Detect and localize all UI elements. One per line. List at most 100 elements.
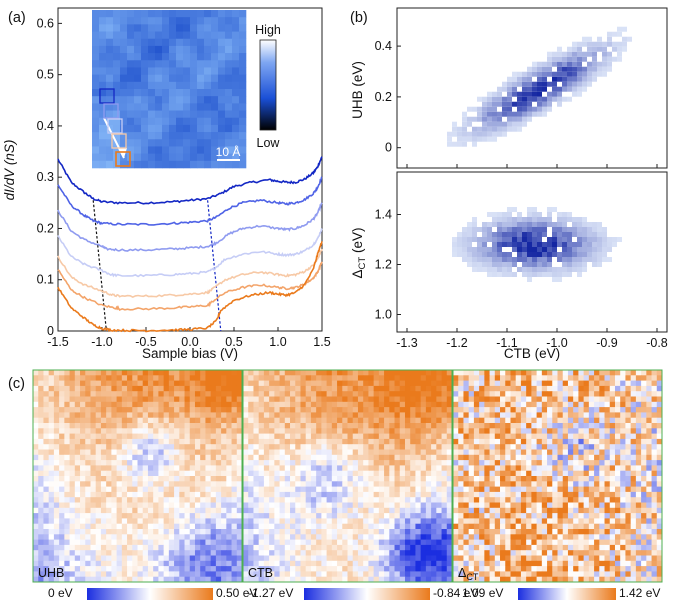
map-pixel: [153, 407, 159, 413]
map-pixel: [210, 401, 217, 408]
map-pixel: [243, 523, 249, 530]
map-pixel: [441, 470, 448, 477]
map-pixel: [373, 380, 380, 387]
map-pixel: [263, 481, 270, 487]
map-pixel: [489, 391, 496, 397]
histogram-bin: [527, 217, 532, 222]
map-pixel: [64, 454, 70, 461]
map-pixel: [399, 518, 406, 525]
map-pixel: [263, 486, 270, 493]
map-pixel: [609, 370, 616, 376]
map-pixel: [420, 454, 427, 461]
histogram-bin: [557, 51, 562, 57]
map-pixel: [153, 502, 159, 509]
map-pixel: [210, 571, 217, 578]
map-pixel: [436, 571, 442, 578]
map-pixel: [231, 396, 238, 403]
map-pixel: [43, 550, 50, 556]
map-pixel: [404, 576, 411, 583]
map-pixel: [468, 444, 475, 450]
map-pixel: [48, 491, 55, 498]
map-pixel: [153, 454, 159, 461]
map-pixel: [404, 566, 411, 572]
map-pixel: [258, 385, 265, 392]
stm-pixel: [239, 38, 247, 47]
map-pixel: [446, 433, 453, 440]
map-pixel: [410, 560, 416, 567]
map-pixel: [326, 444, 333, 450]
map-pixel: [179, 385, 185, 392]
map-pixel: [378, 481, 385, 487]
map-pixel: [100, 513, 107, 519]
map-pixel: [248, 428, 254, 434]
map-pixel: [342, 486, 348, 493]
map-pixel: [74, 438, 81, 445]
map-pixel: [221, 396, 227, 403]
histogram-bin: [592, 257, 597, 262]
map-pixel: [90, 544, 97, 551]
map-pixel: [210, 523, 217, 530]
map-pixel: [342, 470, 348, 477]
map-pixel: [258, 513, 265, 519]
map-pixel: [127, 465, 133, 472]
map-pixel: [100, 470, 107, 477]
histogram-bin: [572, 66, 577, 72]
map-pixel: [284, 497, 291, 503]
stm-pixel: [211, 103, 219, 111]
map-pixel: [137, 444, 144, 450]
map-pixel: [253, 486, 260, 493]
histogram-bin: [572, 71, 577, 77]
stm-pixel: [232, 17, 240, 25]
stm-pixel: [204, 81, 212, 90]
map-pixel: [215, 497, 222, 503]
map-pixel: [168, 507, 175, 514]
histogram-bin: [537, 81, 542, 87]
map-pixel: [127, 560, 133, 567]
map-pixel: [179, 391, 185, 397]
map-pixel: [111, 438, 118, 445]
map-pixel: [269, 486, 275, 493]
map-pixel: [137, 423, 144, 429]
stm-pixel: [106, 153, 114, 162]
map-pixel: [69, 444, 76, 450]
map-pixel: [599, 407, 605, 413]
map-pixel: [404, 481, 411, 487]
map-pixel: [64, 534, 70, 540]
map-pixel: [404, 518, 411, 525]
stm-pixel: [218, 96, 226, 104]
histogram-bin: [477, 267, 482, 272]
map-pixel: [194, 550, 201, 556]
map-pixel: [337, 444, 343, 450]
map-pixel: [646, 412, 652, 419]
map-pixel: [53, 486, 60, 493]
map-pixel: [132, 454, 138, 461]
map-pixel: [147, 449, 154, 456]
map-pixel: [95, 534, 102, 540]
map-pixel: [85, 444, 91, 450]
histogram-bin: [522, 116, 527, 122]
map-pixel: [536, 438, 543, 445]
map-pixel: [394, 460, 401, 466]
map-pixel: [410, 391, 416, 397]
stm-pixel: [211, 124, 219, 133]
histogram-bin: [542, 106, 547, 112]
map-pixel: [599, 438, 605, 445]
map-pixel: [536, 407, 543, 413]
map-pixel: [90, 375, 97, 381]
map-pixel: [33, 491, 39, 498]
map-pixel: [253, 502, 260, 509]
map-pixel: [500, 370, 506, 376]
map-pixel: [404, 486, 411, 493]
map-pixel: [174, 507, 180, 514]
map-pixel: [74, 566, 81, 572]
map-pixel: [357, 518, 364, 525]
stm-pixel: [148, 153, 156, 162]
map-pixel: [510, 417, 517, 424]
map-pixel: [500, 428, 506, 434]
map-pixel: [331, 502, 338, 509]
map-pixel: [290, 507, 296, 514]
map-pixel: [446, 428, 453, 434]
map-pixel: [473, 433, 480, 440]
map-pixel: [326, 513, 333, 519]
map-pixel: [106, 491, 112, 498]
